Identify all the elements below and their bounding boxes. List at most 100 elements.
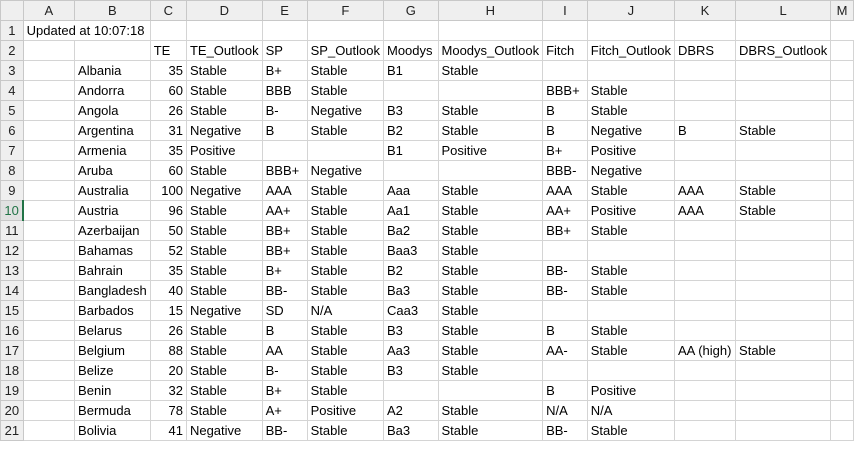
cell-dbrs-outlook[interactable] [735,260,832,281]
cell-country[interactable]: Benin [74,380,151,401]
header-cell-sp[interactable]: SP [261,40,308,61]
cell-country[interactable]: Austria [74,200,151,221]
cell-te[interactable]: 35 [149,260,187,281]
cell-moodys[interactable] [383,160,439,181]
cell-sp-outlook[interactable]: Stable [306,80,385,101]
grid-cell[interactable] [22,320,76,341]
grid-cell[interactable] [830,80,854,101]
cell-country[interactable]: Belize [74,360,151,381]
cell-te[interactable]: 60 [149,160,187,181]
header-cell-dbrs-outlook[interactable]: DBRS_Outlook [735,40,832,61]
cell-country[interactable]: Bahrain [74,260,151,281]
cell-dbrs[interactable] [673,300,737,321]
cell-sp-outlook[interactable]: Stable [306,280,385,301]
grid-cell[interactable] [586,20,675,41]
grid-cell[interactable] [22,120,76,141]
cell-dbrs[interactable]: AAA [673,180,737,201]
grid-cell[interactable] [830,400,854,421]
grid-cell[interactable] [22,360,76,381]
grid-cell[interactable] [830,160,854,181]
row-header[interactable]: 21 [0,420,24,441]
grid-cell[interactable] [830,180,854,201]
grid-cell[interactable] [149,20,187,41]
cell-fitch-outlook[interactable] [586,360,675,381]
row-header[interactable]: 12 [0,240,24,261]
cell-dbrs[interactable] [673,100,737,121]
cell-dbrs-outlook[interactable] [735,420,832,441]
cell-moodys-outlook[interactable]: Stable [437,240,544,261]
column-header-k[interactable]: K [673,0,737,21]
cell-sp-outlook[interactable]: Stable [306,420,385,441]
cell-moodys-outlook[interactable]: Positive [437,140,544,161]
cell-moodys[interactable]: Aa1 [383,200,439,221]
cell-moodys-outlook[interactable]: Stable [437,320,544,341]
grid-cell[interactable] [185,20,263,41]
cell-country[interactable]: Aruba [74,160,151,181]
cell-te-outlook[interactable]: Stable [185,100,263,121]
cell-fitch[interactable]: B+ [542,140,588,161]
cell-dbrs-outlook[interactable]: Stable [735,180,832,201]
cell-sp-outlook[interactable]: Negative [306,160,385,181]
grid-cell[interactable] [830,300,854,321]
cell-country[interactable]: Bolivia [74,420,151,441]
column-header-e[interactable]: E [261,0,308,21]
cell-te-outlook[interactable]: Negative [185,420,263,441]
cell-te[interactable]: 26 [149,100,187,121]
cell-fitch-outlook[interactable]: Stable [586,100,675,121]
cell-fitch-outlook[interactable]: Stable [586,320,675,341]
grid-cell[interactable] [22,300,76,321]
cell-fitch-outlook[interactable]: Stable [586,80,675,101]
row-header[interactable]: 7 [0,140,24,161]
grid-cell[interactable] [22,400,76,421]
cell-moodys[interactable]: Ba3 [383,280,439,301]
cell-moodys-outlook[interactable]: Stable [437,100,544,121]
cell-sp[interactable]: B- [261,100,308,121]
cell-te[interactable]: 100 [149,180,187,201]
updated-timestamp-cell[interactable]: Updated at 10:07:18 [22,20,151,41]
cell-sp-outlook[interactable]: Stable [306,380,385,401]
header-cell-te[interactable]: TE [149,40,187,61]
row-header[interactable]: 17 [0,340,24,361]
row-header[interactable]: 1 [0,20,24,41]
cell-fitch-outlook[interactable]: Stable [586,340,675,361]
cell-sp[interactable]: AA [261,340,308,361]
grid-cell[interactable] [830,360,854,381]
cell-fitch[interactable] [542,360,588,381]
cell-country[interactable]: Belarus [74,320,151,341]
cell-dbrs-outlook[interactable] [735,220,832,241]
select-all-corner[interactable] [0,0,24,21]
cell-moodys[interactable] [383,80,439,101]
header-cell-fitch-outlook[interactable]: Fitch_Outlook [586,40,675,61]
cell-country[interactable]: Armenia [74,140,151,161]
grid-cell[interactable] [306,20,385,41]
cell-country[interactable]: Argentina [74,120,151,141]
cell-sp[interactable]: AA+ [261,200,308,221]
cell-moodys[interactable]: B2 [383,120,439,141]
column-header-b[interactable]: B [74,0,151,21]
cell-fitch-outlook[interactable]: Positive [586,200,675,221]
row-header[interactable]: 9 [0,180,24,201]
cell-sp-outlook[interactable]: Stable [306,220,385,241]
cell-moodys[interactable]: Caa3 [383,300,439,321]
cell-te-outlook[interactable]: Stable [185,240,263,261]
grid-cell[interactable] [830,140,854,161]
cell-moodys-outlook[interactable]: Stable [437,340,544,361]
row-header[interactable]: 11 [0,220,24,241]
row-header[interactable]: 14 [0,280,24,301]
grid-cell[interactable] [261,20,308,41]
row-header[interactable]: 3 [0,60,24,81]
cell-fitch[interactable]: AA+ [542,200,588,221]
cell-moodys-outlook[interactable] [437,80,544,101]
cell-dbrs-outlook[interactable] [735,360,832,381]
cell-country[interactable]: Belgium [74,340,151,361]
cell-moodys[interactable]: B3 [383,360,439,381]
cell-dbrs-outlook[interactable] [735,380,832,401]
cell-te-outlook[interactable]: Stable [185,80,263,101]
cell-dbrs-outlook[interactable] [735,400,832,421]
cell-fitch[interactable] [542,240,588,261]
grid-cell[interactable] [22,180,76,201]
cell-fitch-outlook[interactable]: Stable [586,180,675,201]
cell-dbrs[interactable] [673,240,737,261]
grid-cell[interactable] [437,20,544,41]
